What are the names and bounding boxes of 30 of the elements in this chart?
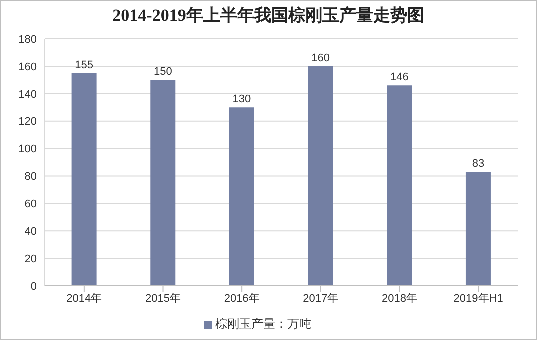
x-tick-label: 2015年 xyxy=(146,292,181,305)
y-tick-label: 100 xyxy=(18,144,37,156)
y-tick-label: 20 xyxy=(24,253,37,266)
data-label: 150 xyxy=(154,66,172,78)
chart-title: 2014-2019年上半年我国棕刚玉产量走势图 xyxy=(112,5,426,27)
data-label: 130 xyxy=(232,94,252,106)
data-label: 83 xyxy=(472,158,485,170)
bar xyxy=(308,66,334,286)
legend-label: 棕刚玉产量：万吨 xyxy=(216,317,312,331)
y-tick-label: 60 xyxy=(24,198,37,211)
x-tick-label: 2018年 xyxy=(382,292,418,305)
y-tick-label: 160 xyxy=(18,61,37,74)
bar xyxy=(387,86,412,286)
data-label: 160 xyxy=(312,52,330,64)
bar xyxy=(229,108,254,286)
x-tick-label: 2014年 xyxy=(66,292,102,305)
y-tick-label: 40 xyxy=(24,226,37,238)
y-tick-label: 140 xyxy=(18,88,37,101)
x-tick-label: 2016年 xyxy=(224,292,260,305)
data-label: 155 xyxy=(75,59,94,72)
x-tick-label: 2017年 xyxy=(303,292,339,305)
y-tick-label: 120 xyxy=(18,116,37,128)
data-label: 146 xyxy=(390,72,409,84)
bar xyxy=(466,172,491,286)
y-tick-label: 0 xyxy=(30,280,37,293)
bar xyxy=(150,80,176,286)
y-tick-label: 180 xyxy=(18,34,37,46)
bar xyxy=(72,73,97,286)
y-tick-label: 80 xyxy=(24,171,37,184)
x-tick-label: 2019年H1 xyxy=(454,292,504,305)
